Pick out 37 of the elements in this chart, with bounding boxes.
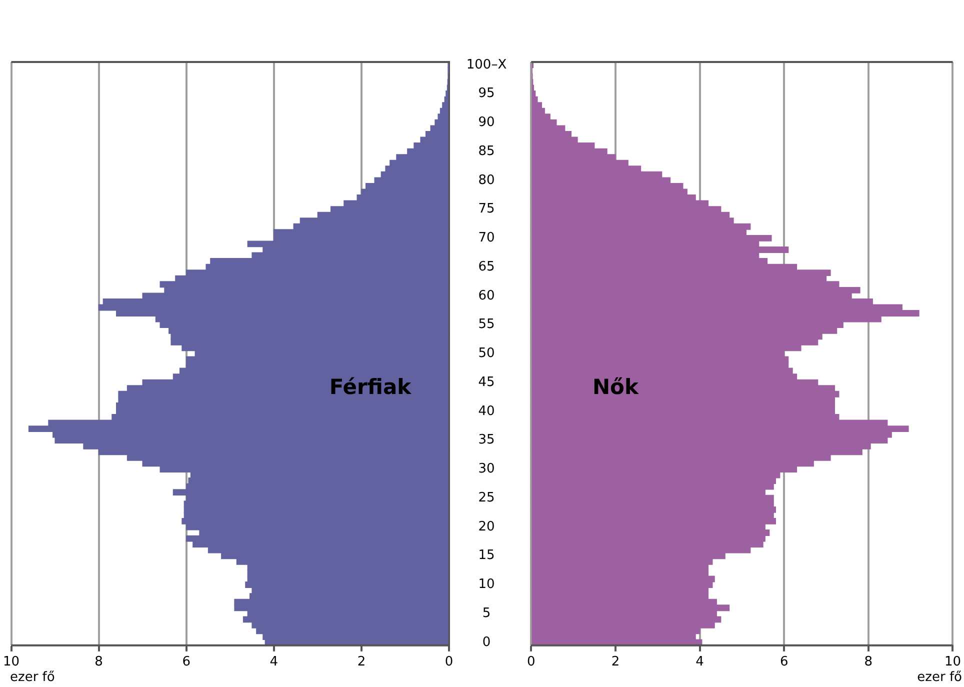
- y-tick-label: 10: [478, 577, 495, 592]
- x-tick-label: 10: [944, 654, 961, 670]
- x-tick-label: 6: [780, 654, 788, 670]
- y-tick-label: 75: [478, 202, 495, 217]
- y-tick-label: 45: [478, 374, 495, 390]
- x-axis-title: ezer fő: [10, 670, 55, 685]
- x-tick-label: 4: [696, 654, 704, 670]
- series-label: Férfiak: [329, 375, 412, 400]
- y-tick-label: 0: [482, 634, 491, 650]
- y-tick-label: 30: [478, 462, 495, 477]
- x-tick-label: 2: [611, 654, 620, 670]
- y-tick-label: 20: [478, 519, 495, 534]
- x-tick-label: 8: [94, 654, 103, 670]
- y-tick-label: 40: [478, 404, 495, 419]
- series-label: Nők: [592, 375, 640, 400]
- y-tick-label: 15: [478, 548, 495, 564]
- y-tick-label: 35: [478, 432, 495, 448]
- y-tick-label: 65: [478, 259, 495, 274]
- y-tick-label: 85: [478, 144, 495, 159]
- x-tick-label: 0: [526, 654, 536, 670]
- y-tick-label: 70: [478, 230, 495, 246]
- x-tick-label: 0: [444, 654, 454, 670]
- y-tick-label: 25: [478, 490, 495, 506]
- x-tick-label: 10: [3, 654, 20, 670]
- y-tick-label: 5: [482, 606, 491, 622]
- y-tick-label: 50: [478, 346, 495, 362]
- y-tick-label: 55: [478, 317, 495, 332]
- x-tick-label: 8: [864, 654, 873, 670]
- y-tick-label: 95: [478, 86, 495, 102]
- y-tick-label: 80: [478, 172, 495, 188]
- y-tick-label: 90: [478, 115, 495, 130]
- y-tick-label: 60: [478, 288, 495, 304]
- x-tick-label: 6: [182, 654, 191, 670]
- x-axis-title: ezer fő: [917, 670, 962, 685]
- x-tick-label: 4: [270, 654, 278, 670]
- y-tick-label: 100–X: [466, 57, 507, 72]
- x-tick-label: 2: [357, 654, 366, 670]
